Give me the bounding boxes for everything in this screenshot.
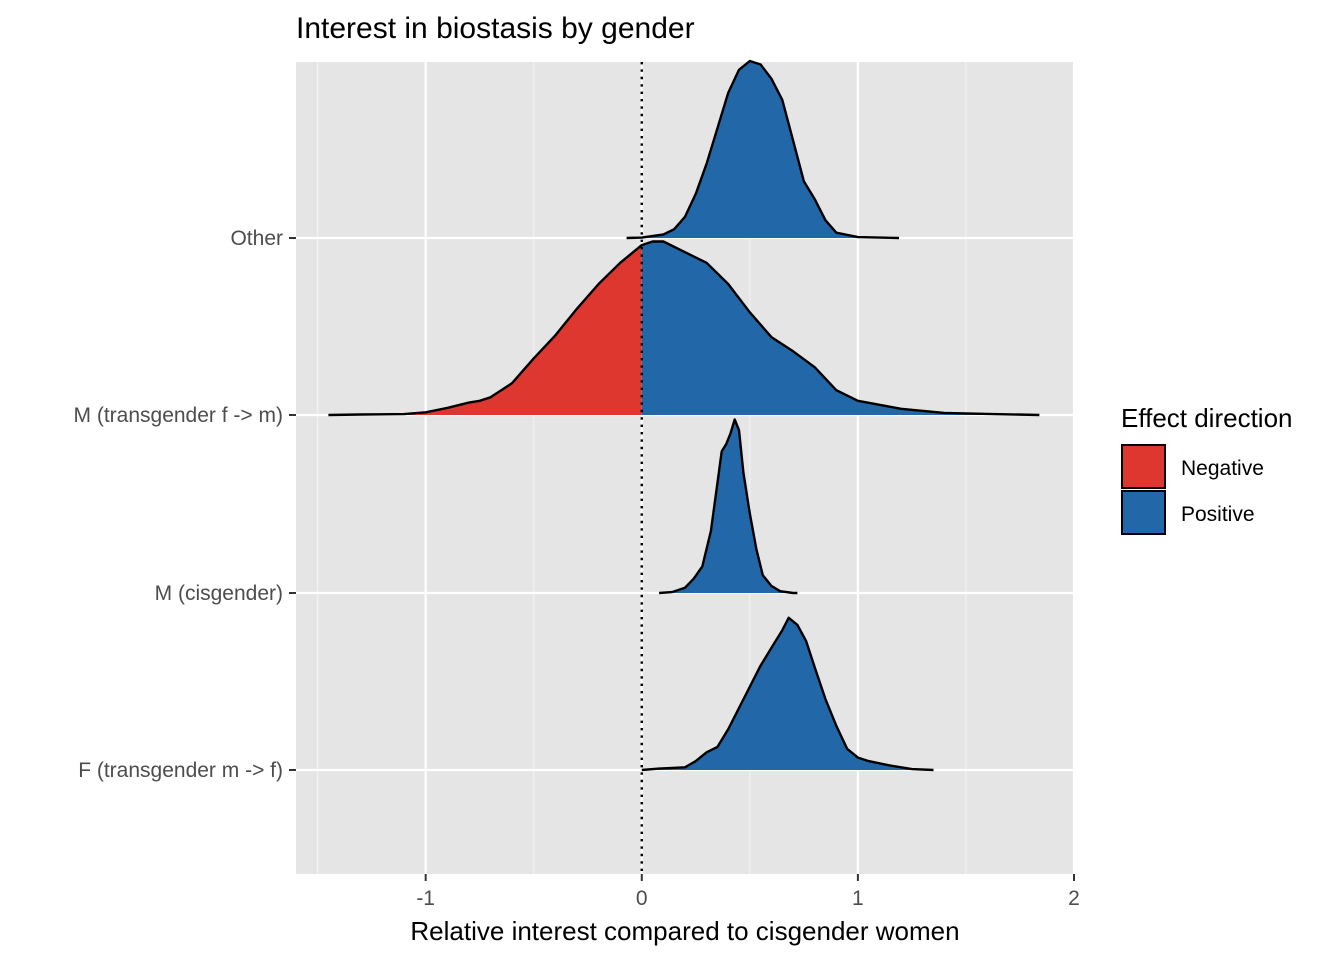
y-tick-label: M (cisgender) xyxy=(155,582,283,605)
x-axis: -1 0 1 2 xyxy=(416,874,1080,910)
y-tick-label: M (transgender f -> m) xyxy=(74,404,283,427)
legend-swatch-positive xyxy=(1122,491,1165,534)
y-axis: F (transgender m -> f) M (cisgender) M (tr… xyxy=(74,227,296,782)
legend-label-positive: Positive xyxy=(1181,503,1255,526)
x-tick-label: -1 xyxy=(416,887,435,910)
x-tick-label: 2 xyxy=(1068,887,1080,910)
y-tick-label: F (transgender m -> f) xyxy=(78,759,283,782)
y-tick-label: Other xyxy=(230,227,283,250)
legend-label-negative: Negative xyxy=(1181,457,1264,480)
x-tick-label: 1 xyxy=(852,887,864,910)
chart-title: Interest in biostasis by gender xyxy=(296,12,695,45)
x-axis-title: Relative interest compared to cisgender … xyxy=(410,916,959,946)
legend-title: Effect direction xyxy=(1121,403,1293,433)
legend: Effect direction Negative Positive xyxy=(1121,403,1293,534)
x-tick-label: 0 xyxy=(636,887,648,910)
legend-swatch-negative xyxy=(1122,445,1165,488)
plot-panel xyxy=(296,62,1074,874)
